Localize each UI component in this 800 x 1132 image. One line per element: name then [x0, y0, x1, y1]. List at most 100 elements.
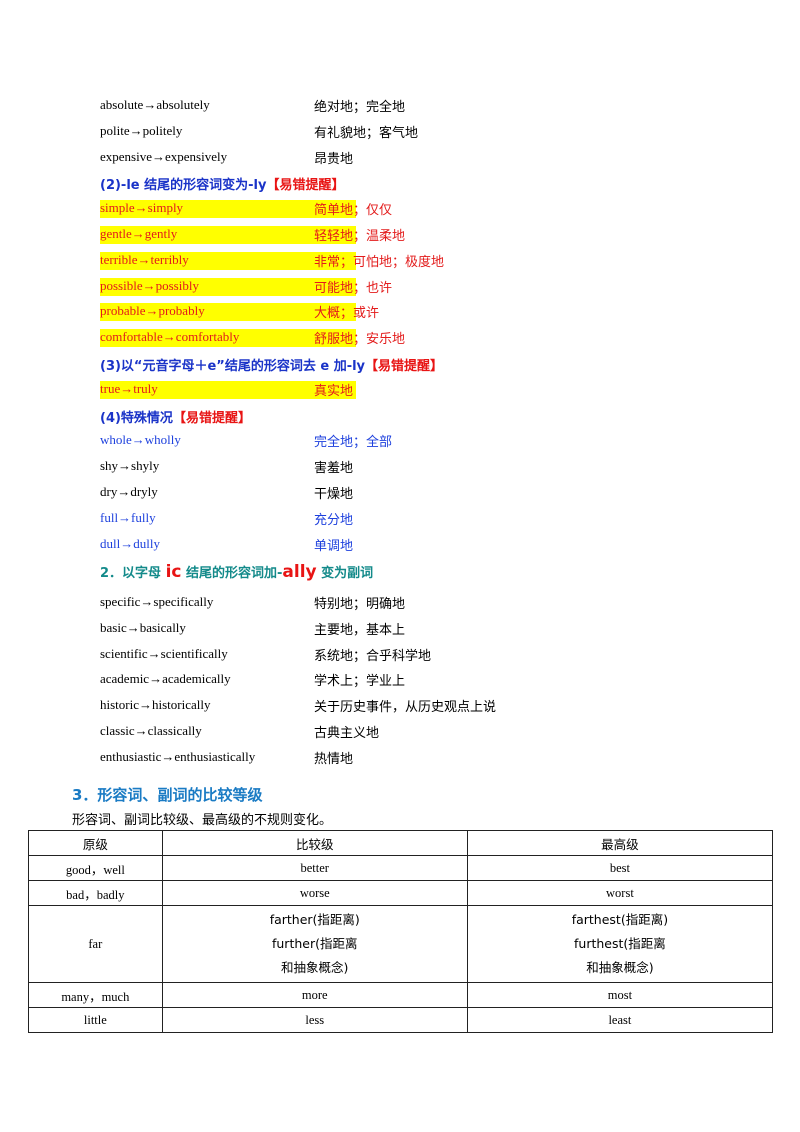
highlight — [100, 225, 356, 244]
table-row: little less least — [28, 1007, 774, 1033]
list-item: polite→politely 有礼貌地；客气地 — [100, 119, 700, 145]
cell-comparative: farther(指距离) further(指距离 和抽象概念) — [161, 905, 468, 983]
word-meaning: 大概；或许 — [314, 306, 380, 322]
subsection-heading-text: (3)以“元音字母＋e”结尾的形容词去 e 加-ly【易错提醒】 — [100, 358, 444, 374]
list-item: true→truly 真实地 — [100, 377, 700, 403]
subsection-heading: (3)以“元音字母＋e”结尾的形容词去 e 加-ly【易错提醒】 — [100, 351, 700, 377]
cell-superlative: farthest(指距离) furthest(指距离 和抽象概念) — [466, 905, 774, 983]
list-item: possible→possibly 可能地；也许 — [100, 274, 700, 300]
highlight — [100, 200, 356, 219]
list-item: dull→dully 单调地 — [100, 532, 700, 558]
list-item: scientific→scientifically 系统地；合乎科学地 — [100, 642, 700, 668]
list-item: terrible→terribly 非常；可怕地；极度地 — [100, 248, 700, 274]
highlight — [100, 251, 356, 270]
word-meaning: 非常；可怕地；极度地 — [314, 254, 445, 270]
cell-superlative: worst — [466, 880, 774, 906]
word-transform: true→truly — [100, 380, 158, 396]
word-meaning: 简单地；仅仅 — [314, 203, 393, 219]
word-transform: scientific→scientifically — [100, 645, 228, 661]
highlight — [100, 277, 356, 296]
cell-superlative: least — [466, 1007, 774, 1033]
table-row: far farther(指距离) further(指距离 和抽象概念) farthest… — [28, 905, 774, 983]
word-transform: academic→academically — [100, 671, 231, 687]
table-row: bad，badly worse worst — [28, 880, 774, 906]
word-transform: dry→dryly — [100, 483, 158, 499]
cell-comparative: better — [161, 855, 468, 881]
word-meaning: 系统地；合乎科学地 — [314, 648, 432, 664]
cell-positive: many，much — [28, 982, 163, 1008]
word-meaning: 害羞地 — [314, 461, 354, 477]
list-item: classic→classically 古典主义地 — [100, 719, 700, 745]
word-meaning: 关于历史事件，从历史观点上说 — [314, 700, 497, 716]
word-transform: terrible→terribly — [100, 251, 189, 267]
list-item: basic→basically 主要地，基本上 — [100, 616, 700, 642]
list-item: shy→shyly 害羞地 — [100, 454, 700, 480]
list-item: historic→historically 关于历史事件，从历史观点上说 — [100, 693, 700, 719]
word-transform: specific→specifically — [100, 594, 214, 609]
cell-superlative: best — [466, 855, 774, 881]
list-item: specific→specifically 特别地；明确地 — [100, 590, 700, 616]
cell-comparative: less — [161, 1007, 468, 1033]
word-transform: full→fully — [100, 509, 156, 525]
word-transform: possible→possibly — [100, 277, 199, 293]
highlight — [100, 329, 356, 348]
error-warning-tag: 【易错提醒】 — [172, 410, 251, 426]
subsection-heading: (4)特殊情况【易错提醒】 — [100, 403, 700, 429]
word-transform: simple→simply — [100, 200, 184, 216]
adverb-list-ly: absolute→absolutely 绝对地；完全地 polite→politel… — [100, 93, 700, 557]
list-item: academic→academically 学术上；学业上 — [100, 667, 700, 693]
cell-comparative: worse — [161, 880, 468, 906]
list-item: whole→wholly 完全地；全部 — [100, 428, 700, 454]
cell-positive: good，well — [28, 855, 163, 881]
list-item: gentle→gently 轻轻地；温柔地 — [100, 222, 700, 248]
table-header-row: 原级 比较级 最高级 — [28, 830, 774, 856]
word-meaning: 主要地，基本上 — [314, 622, 406, 638]
word-meaning: 学术上；学业上 — [314, 674, 406, 690]
subsection-heading: (2)-le 结尾的形容词变为-ly【易错提醒】 — [100, 170, 700, 196]
list-item: simple→simply 简单地；仅仅 — [100, 196, 700, 222]
header-comparative: 比较级 — [161, 830, 468, 856]
word-transform: absolute→absolutely — [100, 97, 210, 112]
word-meaning: 有礼貌地；客气地 — [314, 125, 419, 141]
subsection-heading-text: (4)特殊情况【易错提醒】 — [100, 410, 251, 426]
section-3-intro: 形容词、副词比较级、最高级的不规则变化。 — [72, 813, 333, 828]
word-transform: dull→dully — [100, 535, 160, 551]
cell-positive: little — [28, 1007, 163, 1033]
cell-comparative: more — [161, 982, 468, 1008]
highlight — [100, 380, 356, 399]
word-meaning: 可能地；也许 — [314, 280, 393, 296]
word-meaning: 特别地；明确地 — [314, 597, 406, 612]
word-meaning: 完全地；全部 — [314, 435, 393, 451]
word-meaning: 古典主义地 — [314, 725, 380, 741]
cell-positive: bad，badly — [28, 880, 163, 906]
error-warning-tag: 【易错提醒】 — [266, 178, 345, 194]
highlight — [100, 303, 356, 322]
word-transform: basic→basically — [100, 619, 186, 635]
subsection-heading-text: (2)-le 结尾的形容词变为-ly【易错提醒】 — [100, 178, 345, 194]
list-item: enthusiastic→enthusiastically 热情地 — [100, 745, 700, 771]
word-meaning: 真实地 — [314, 383, 354, 399]
list-item: absolute→absolutely 绝对地；完全地 — [100, 93, 700, 119]
word-meaning: 舒服地；安乐地 — [314, 332, 406, 348]
word-transform: polite→politely — [100, 122, 183, 138]
section-3-heading: 3．形容词、副词的比较等级 — [72, 786, 263, 804]
cell-positive: far — [28, 905, 163, 983]
list-item: full→fully 充分地 — [100, 506, 700, 532]
word-transform: historic→historically — [100, 697, 211, 713]
word-transform: classic→classically — [100, 722, 202, 738]
word-transform: gentle→gently — [100, 225, 178, 241]
comparison-table: 原级 比较级 最高级 good，well better best bad，badly w… — [28, 830, 774, 1033]
list-item: probable→probably 大概；或许 — [100, 299, 700, 325]
list-item: expensive→expensively 昂贵地 — [100, 145, 700, 171]
list-item: dry→dryly 干燥地 — [100, 480, 700, 506]
word-transform: whole→wholly — [100, 432, 181, 448]
adverb-list-ally: specific→specifically 特别地；明确地 basic→basica… — [100, 590, 700, 771]
table-row: good，well better best — [28, 855, 774, 881]
word-meaning: 绝对地；完全地 — [314, 100, 406, 115]
word-meaning: 昂贵地 — [314, 151, 354, 167]
header-positive: 原级 — [28, 830, 163, 856]
word-transform: comfortable→comfortably — [100, 329, 240, 345]
section-2-heading: 2．以字母 ic 结尾的形容词加-ally 变为副词 — [100, 562, 374, 582]
table-row: many，much more most — [28, 982, 774, 1008]
